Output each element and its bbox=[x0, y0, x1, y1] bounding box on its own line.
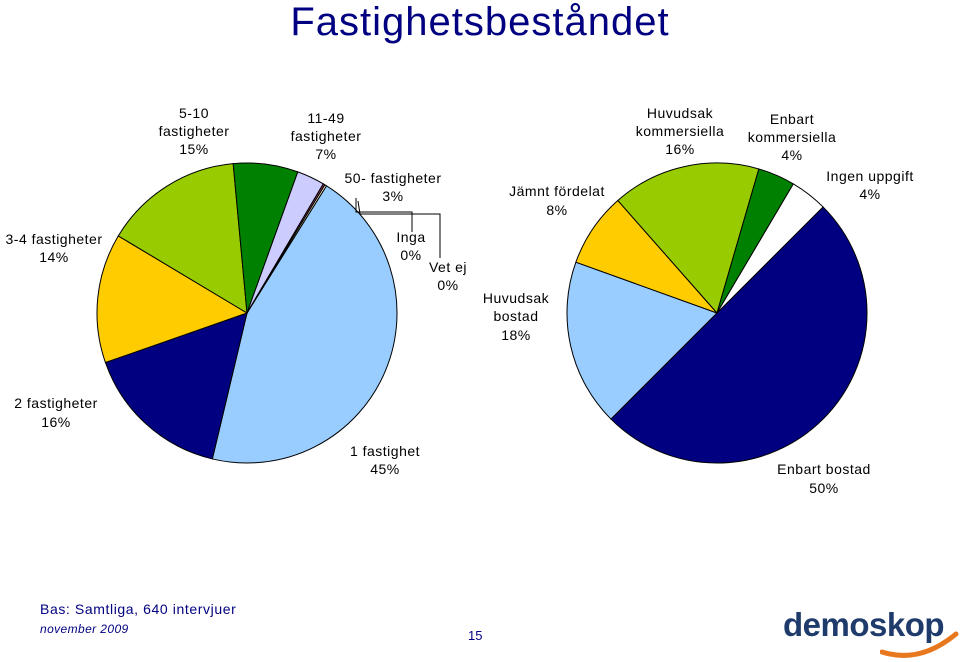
label-5-10-fastigheter-word: fastigheter bbox=[159, 123, 230, 139]
label-inga-pct: 0% bbox=[400, 247, 421, 263]
label-huvudsak-kommersiella: Huvudsak bbox=[647, 105, 714, 121]
label-jamnt-fordelat-pct: 8% bbox=[546, 202, 567, 218]
pie2-slice-1 bbox=[610, 206, 868, 464]
pie1-slice-1 bbox=[211, 185, 398, 464]
label-2-fastigheter: 2 fastigheter bbox=[14, 395, 98, 411]
label-vet-ej-pct: 0% bbox=[437, 277, 458, 293]
label-11-49-fastigheter: 11-49 bbox=[307, 110, 344, 126]
pie1-slice-4 bbox=[117, 163, 248, 314]
label-enbart-kommersiella-word: kommersiella bbox=[748, 129, 836, 145]
footer-base-note: Bas: Samtliga, 640 intervjuer bbox=[40, 601, 237, 617]
label-enbart-kommersiella-pct: 4% bbox=[781, 147, 802, 163]
pie2-slice-2 bbox=[566, 261, 718, 420]
pie1-slice-3 bbox=[96, 235, 249, 364]
leader-line-vet-ej bbox=[357, 200, 441, 258]
pie-chart-fastigheter bbox=[96, 162, 398, 464]
footer-date: november 2009 bbox=[40, 622, 129, 636]
label-3-4-fastigheter-pct: 14% bbox=[39, 249, 69, 265]
pie-chart-anvandning bbox=[566, 162, 868, 464]
leader-line-inga bbox=[355, 198, 413, 232]
pie1-slice-8 bbox=[246, 184, 328, 314]
label-ingen-uppgift-pct: 4% bbox=[859, 186, 880, 202]
label-huvudsak-bostad-pct: 18% bbox=[501, 327, 531, 343]
label-50-fastigheter: 50- fastigheter bbox=[345, 170, 442, 186]
page-title: Fastighetsbeståndet bbox=[290, 0, 670, 44]
label-enbart-bostad-pct: 50% bbox=[809, 480, 839, 496]
label-ingen-uppgift: Ingen uppgift bbox=[826, 168, 913, 184]
label-huvudsak-kommersiella-word: kommersiella bbox=[636, 123, 724, 139]
label-1-fastighet: 1 fastighet bbox=[350, 443, 420, 459]
label-1-fastighet-pct: 45% bbox=[370, 461, 400, 477]
demoskop-logo: demoskop bbox=[783, 606, 945, 643]
label-inga: Inga bbox=[396, 229, 425, 245]
label-huvudsak-bostad-word: bostad bbox=[493, 308, 538, 324]
label-huvudsak-bostad: Huvudsak bbox=[483, 290, 550, 306]
label-huvudsak-kommersiella-pct: 16% bbox=[665, 141, 695, 157]
label-2-fastigheter-pct: 16% bbox=[41, 414, 71, 430]
label-11-49-fastigheter-word: fastigheter bbox=[291, 128, 362, 144]
logo-swoosh-icon bbox=[880, 631, 959, 658]
pie2-slice-4 bbox=[617, 162, 760, 315]
pie1-slice-2 bbox=[104, 312, 248, 460]
label-vet-ej: Vet ej bbox=[429, 259, 467, 275]
label-5-10-fastigheter: 5-10 bbox=[179, 105, 209, 121]
page-number: 15 bbox=[468, 628, 483, 643]
pie2-slice-6 bbox=[716, 183, 824, 314]
label-5-10-fastigheter-pct: 15% bbox=[179, 141, 209, 157]
label-50-fastigheter-pct: 3% bbox=[382, 188, 403, 204]
label-11-49-fastigheter-pct: 7% bbox=[315, 146, 336, 162]
label-3-4-fastigheter: 3-4 fastigheter bbox=[6, 231, 103, 247]
label-enbart-kommersiella: Enbart bbox=[770, 111, 814, 127]
label-jamnt-fordelat: Jämnt fördelat bbox=[509, 183, 605, 199]
label-enbart-bostad: Enbart bostad bbox=[777, 461, 871, 477]
